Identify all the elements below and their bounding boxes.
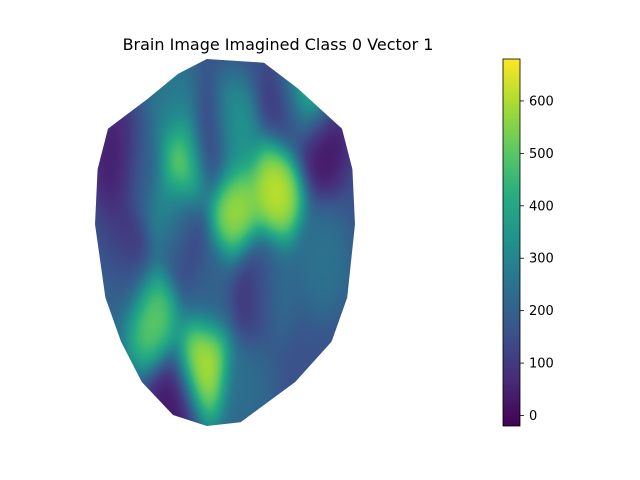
colorbar-gradient	[502, 58, 521, 427]
colorbar-tick-label: 300	[529, 252, 554, 267]
colorbar-tick-label: 400	[529, 199, 554, 214]
colorbar-tick-label: 500	[529, 147, 554, 162]
chart-title: Brain Image Imagined Class 0 Vector 1	[123, 35, 434, 54]
colorbar-tick-label: 0	[529, 409, 537, 424]
colorbar-tick-label: 100	[529, 357, 554, 372]
colorbar: 0 100 200 300 400 500 600	[502, 58, 554, 427]
colorbar-tick-label: 200	[529, 304, 554, 319]
colorbar-ticks: 0 100 200 300 400 500 600	[520, 94, 554, 424]
colorbar-tick-label: 600	[529, 94, 554, 109]
brain-heatmap	[95, 59, 355, 426]
heatmap-area	[95, 59, 355, 426]
